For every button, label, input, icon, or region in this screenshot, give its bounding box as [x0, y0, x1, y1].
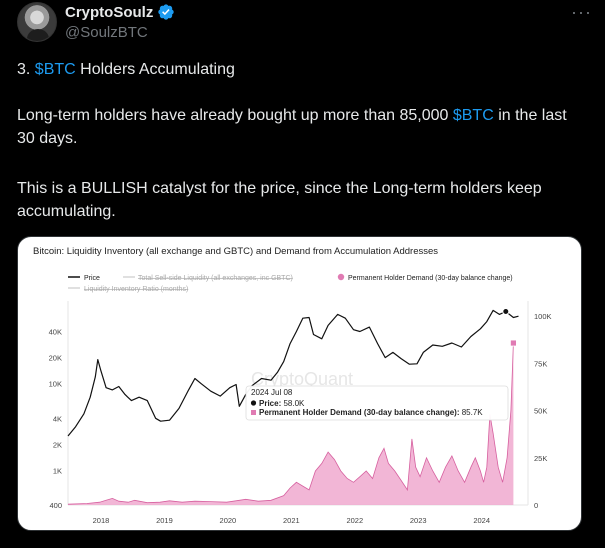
tooltip-date: 2024 Jul 08: [251, 388, 293, 397]
y-left-tick-label: 20K: [49, 354, 62, 363]
demand-area: [68, 343, 514, 505]
author-handle[interactable]: @SoulzBTC: [65, 24, 148, 41]
legend-demand-label: Permanent Holder Demand (30-day balance …: [348, 275, 513, 282]
tooltip-demand-row: Permanent Holder Demand (30-day balance …: [259, 408, 483, 417]
x-tick-label: 2022: [346, 516, 363, 525]
tooltip-price-label: Price:: [259, 399, 281, 408]
text-segment: Long-term holders have already bought up…: [17, 107, 453, 124]
legend-price-label: Price: [84, 275, 100, 282]
x-axis: 2018 2019 2020 2021 2022 2023 2024: [93, 516, 490, 525]
tooltip-demand-label: Permanent Holder Demand (30-day balance …: [259, 408, 460, 417]
tweet-header: CryptoSoulz @SoulzBTC ···: [17, 2, 592, 46]
y-axis-left: 400 1K 2K 4K 10K 20K 40K: [49, 328, 62, 510]
legend-sell-side-label: Total Sell-side Liquidity (all exchanges…: [138, 275, 293, 282]
price-marker: [502, 308, 510, 316]
tweet-text-line-3: This is a BULLISH catalyst for the price…: [17, 180, 542, 220]
text-segment: 3.: [17, 61, 35, 78]
chart-legend: Price Total Sell-side Liquidity (all exc…: [68, 273, 513, 293]
tweet-text-line-2: Long-term holders have already bought up…: [17, 104, 577, 150]
chart-tooltip: 2024 Jul 08 Price: 58.0K Permanent Holde…: [245, 385, 509, 421]
legend-demand-swatch: [337, 273, 345, 281]
legend-ratio-label: Liquidity Inventory Ratio (months): [84, 286, 188, 293]
tooltip-demand-value: 85.7K: [462, 408, 484, 417]
cashtag-link[interactable]: $BTC: [452, 107, 494, 124]
text-segment: Holders Accumulating: [75, 61, 235, 78]
verified-badge-icon: [158, 4, 175, 20]
author-name-row: CryptoSoulz: [65, 3, 175, 21]
tooltip-price-dot: [250, 400, 257, 406]
tweet-media-chart[interactable]: Bitcoin: Liquidity Inventory (all exchan…: [17, 236, 582, 531]
author-display-name[interactable]: CryptoSoulz: [65, 3, 154, 21]
y-left-tick-label: 2K: [53, 440, 62, 449]
cashtag-link[interactable]: $BTC: [34, 61, 76, 78]
y-right-tick-label: 100K: [534, 312, 552, 321]
chart-title: Bitcoin: Liquidity Inventory (all exchan…: [33, 246, 438, 257]
y-right-tick-label: 0: [534, 501, 538, 510]
y-right-tick-label: 25K: [534, 454, 547, 463]
chart-svg: Bitcoin: Liquidity Inventory (all exchan…: [33, 246, 552, 525]
y-left-tick-label: 1K: [53, 466, 62, 475]
tooltip-demand-swatch: [251, 410, 256, 415]
x-tick-label: 2023: [410, 516, 427, 525]
x-tick-label: 2021: [283, 516, 300, 525]
x-tick-label: 2018: [93, 516, 110, 525]
demand-line: [67, 342, 514, 505]
series-layer: [67, 308, 519, 505]
x-tick-label: 2020: [220, 516, 237, 525]
text-segment: in the last 30 days.: [17, 107, 567, 147]
y-right-tick-label: 50K: [534, 407, 547, 416]
avatar[interactable]: [17, 2, 57, 42]
y-right-tick-label: 75K: [534, 359, 547, 368]
tweet-text-line-1: 3. $BTC Holders Accumulating: [17, 58, 577, 81]
price-line: [67, 309, 519, 437]
x-tick-label: 2024: [473, 516, 490, 525]
x-tick-label: 2019: [156, 516, 173, 525]
y-left-tick-label: 400: [49, 501, 62, 510]
y-left-tick-label: 40K: [49, 328, 62, 337]
tooltip-price-row: Price: 58.0K: [259, 399, 305, 408]
y-left-tick-label: 4K: [53, 414, 62, 423]
y-left-tick-label: 10K: [49, 380, 62, 389]
more-options-icon[interactable]: ···: [571, 2, 592, 22]
demand-marker: [510, 339, 517, 347]
tooltip-price-value: 58.0K: [283, 399, 305, 408]
y-axis-right: 0 25K 50K 75K 100K: [534, 312, 552, 510]
